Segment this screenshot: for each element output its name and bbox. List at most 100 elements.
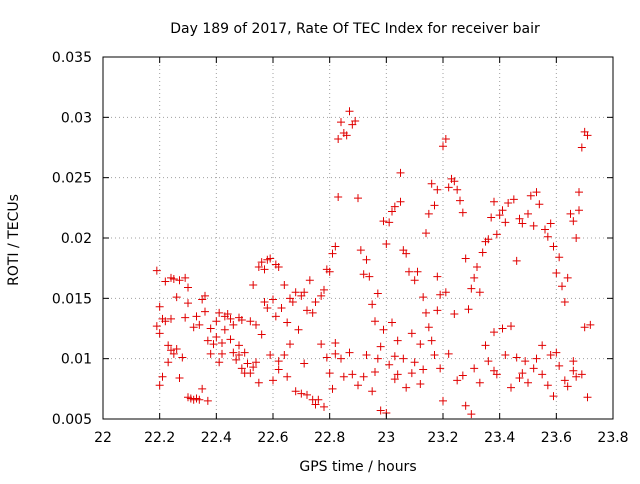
data-point-marker [583,393,592,402]
data-point-marker [331,242,340,251]
data-point-marker [501,351,510,360]
data-point-marker [580,323,589,332]
data-point-marker [257,258,266,267]
data-point-marker [487,213,496,222]
data-point-marker [569,357,578,366]
data-point-marker [314,395,323,404]
data-point-marker [362,255,371,264]
data-point-marker [575,188,583,197]
data-point-marker [441,288,450,297]
data-point-marker [436,364,445,373]
data-point-marker [393,336,402,345]
data-point-marker [376,406,385,415]
data-point-marker [317,291,326,300]
data-point-marker [280,281,289,290]
data-point-marker [277,303,286,312]
data-point-marker [376,342,385,351]
grid-lines [103,57,613,419]
data-point-marker [257,330,266,339]
data-point-marker [368,387,377,396]
data-point-marker [169,349,178,358]
data-point-marker [518,219,527,228]
data-point-marker [215,308,224,317]
data-points [152,107,595,419]
data-point-marker [453,185,462,194]
data-point-marker [320,285,328,294]
data-point-marker [260,265,269,274]
data-point-marker [345,107,354,116]
data-point-marker [223,310,232,319]
data-point-marker [424,323,433,332]
data-point-marker [243,359,252,368]
data-point-marker [317,340,326,349]
data-point-marker [240,348,249,357]
x-tick-label: 23.2 [427,430,458,446]
data-point-marker [337,354,345,363]
data-point-marker [464,305,473,314]
data-point-marker [512,353,521,362]
data-point-marker [407,329,416,338]
data-point-marker [586,320,595,329]
data-point-marker [504,199,513,208]
data-point-marker [218,338,226,347]
data-point-marker [552,268,561,277]
data-point-marker [184,283,192,292]
data-point-marker [303,390,311,399]
data-point-marker [218,349,226,358]
data-point-marker [266,351,275,360]
data-point-marker [322,353,331,362]
x-tick-label: 22.6 [257,430,288,446]
data-point-marker [337,118,345,127]
data-point-marker [209,340,218,349]
data-point-marker [413,267,422,276]
data-point-marker [529,221,538,230]
data-point-marker [368,300,377,309]
data-point-marker [178,353,187,362]
data-point-marker [184,299,192,308]
data-point-marker [535,200,544,209]
data-point-marker [155,329,164,338]
data-point-marker [291,387,300,396]
x-tick-label: 22.8 [314,430,345,446]
data-point-marker [348,370,357,379]
data-point-marker [283,318,292,327]
data-point-marker [436,290,445,299]
data-point-marker [203,336,212,345]
data-point-marker [288,297,297,306]
data-point-marker [232,355,241,364]
x-axis-label: GPS time / hours [299,459,416,475]
data-point-marker [152,322,161,331]
data-point-marker [390,375,399,384]
data-point-marker [311,297,320,306]
data-point-marker [563,273,572,282]
data-point-marker [419,293,428,302]
data-point-marker [524,378,532,387]
data-point-marker [575,206,583,215]
data-point-marker [396,168,405,177]
data-point-marker [198,384,207,393]
data-point-marker [152,266,161,275]
data-point-marker [328,384,337,393]
x-tick-label: 22.2 [144,430,175,446]
data-point-marker [365,272,374,281]
data-point-marker [371,317,379,326]
data-point-marker [532,354,541,363]
data-point-marker [410,276,419,285]
data-point-marker [538,341,547,350]
data-point-marker [427,179,436,188]
data-point-marker [294,325,303,334]
data-point-marker [172,345,181,354]
data-point-marker [419,365,428,374]
data-point-marker [220,325,229,334]
data-point-marker [308,308,317,317]
data-point-marker [266,254,275,263]
data-point-marker [558,282,566,291]
data-point-marker [470,273,479,282]
data-point-marker [390,202,399,211]
data-point-marker [546,219,555,228]
data-point-marker [235,341,243,350]
data-point-marker [226,314,235,323]
y-tick-label: 0.02 [61,231,92,247]
data-point-marker [300,359,309,368]
data-point-marker [334,135,343,144]
